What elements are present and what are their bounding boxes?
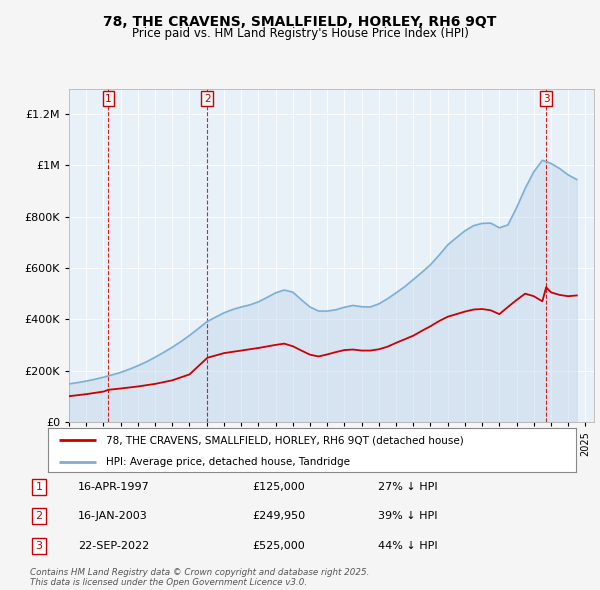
Text: HPI: Average price, detached house, Tandridge: HPI: Average price, detached house, Tand… [106,457,350,467]
Text: 3: 3 [35,541,43,550]
Text: 1: 1 [35,482,43,491]
Text: 78, THE CRAVENS, SMALLFIELD, HORLEY, RH6 9QT: 78, THE CRAVENS, SMALLFIELD, HORLEY, RH6… [103,15,497,29]
Text: 22-SEP-2022: 22-SEP-2022 [78,541,149,550]
Text: 27% ↓ HPI: 27% ↓ HPI [378,482,437,491]
Text: 39% ↓ HPI: 39% ↓ HPI [378,512,437,521]
Text: Contains HM Land Registry data © Crown copyright and database right 2025.
This d: Contains HM Land Registry data © Crown c… [30,568,370,587]
Text: 1: 1 [105,93,112,103]
Text: 44% ↓ HPI: 44% ↓ HPI [378,541,437,550]
Text: 16-JAN-2003: 16-JAN-2003 [78,512,148,521]
Text: £125,000: £125,000 [252,482,305,491]
Text: £249,950: £249,950 [252,512,305,521]
Text: 16-APR-1997: 16-APR-1997 [78,482,150,491]
Text: Price paid vs. HM Land Registry's House Price Index (HPI): Price paid vs. HM Land Registry's House … [131,27,469,40]
Text: 2: 2 [35,512,43,521]
Text: £525,000: £525,000 [252,541,305,550]
Text: 3: 3 [543,93,550,103]
Text: 2: 2 [204,93,211,103]
Text: 78, THE CRAVENS, SMALLFIELD, HORLEY, RH6 9QT (detached house): 78, THE CRAVENS, SMALLFIELD, HORLEY, RH6… [106,435,464,445]
